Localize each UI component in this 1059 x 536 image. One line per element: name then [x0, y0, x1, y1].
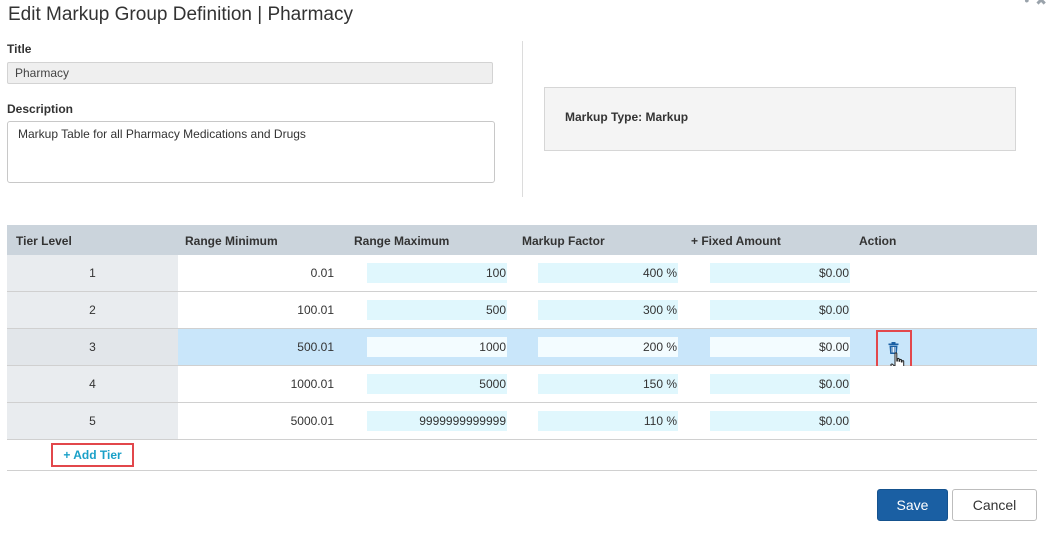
trash-icon[interactable] — [888, 342, 899, 354]
table-row[interactable]: 2 100.01 500 300 % $0.00 — [7, 292, 1037, 329]
column-header-action: Action — [859, 234, 897, 248]
range-maximum-input[interactable]: 1000 — [367, 337, 507, 357]
markup-factor-input[interactable]: 300 % — [538, 300, 678, 320]
tier-level-cell: 2 — [7, 292, 178, 328]
column-header-markup-factor[interactable]: Markup Factor — [522, 234, 605, 248]
tier-level-cell: 1 — [7, 255, 178, 291]
range-minimum-cell: 5000.01 — [290, 414, 334, 428]
column-header-range-maximum[interactable]: Range Maximum — [354, 234, 450, 248]
description-label: Description — [7, 102, 74, 116]
vertical-divider — [522, 41, 523, 197]
close-icon[interactable]: ✖ — [1035, 0, 1053, 8]
pin-icon[interactable]: • — [1024, 0, 1036, 8]
markup-type-panel: Markup Type: Markup — [544, 87, 1016, 151]
add-tier-row: + Add Tier — [7, 440, 1037, 471]
tier-grid: Tier Level Range Minimum Range Maximum M… — [7, 225, 1037, 471]
description-field[interactable]: Markup Table for all Pharmacy Medication… — [7, 121, 495, 183]
fixed-amount-input[interactable]: $0.00 — [710, 263, 850, 283]
range-minimum-cell: 500.01 — [297, 340, 334, 354]
range-minimum-cell: 0.01 — [310, 266, 334, 280]
table-row[interactable]: 4 1000.01 5000 150 % $0.00 — [7, 366, 1037, 403]
table-row[interactable]: 5 5000.01 9999999999999 110 % $0.00 — [7, 403, 1037, 440]
column-header-tier-level[interactable]: Tier Level — [16, 234, 72, 248]
markup-factor-input[interactable]: 200 % — [538, 337, 678, 357]
range-maximum-input[interactable]: 100 — [367, 263, 507, 283]
range-maximum-input[interactable]: 500 — [367, 300, 507, 320]
title-field[interactable]: Pharmacy — [7, 62, 493, 84]
title-label: Title — [7, 42, 32, 56]
tier-level-cell: 3 — [7, 329, 178, 365]
grid-header: Tier Level Range Minimum Range Maximum M… — [7, 225, 1037, 255]
table-row-selected[interactable]: 3 500.01 1000 200 % $0.00 — [7, 329, 1037, 384]
markup-factor-input[interactable]: 400 % — [538, 263, 678, 283]
table-row[interactable]: 1 0.01 100 400 % $0.00 — [7, 255, 1037, 292]
range-minimum-cell: 100.01 — [297, 303, 334, 317]
cancel-button[interactable]: Cancel — [952, 489, 1037, 521]
tier-level-cell: 4 — [7, 366, 178, 402]
range-minimum-cell: 1000.01 — [290, 377, 334, 391]
fixed-amount-input[interactable]: $0.00 — [710, 374, 850, 394]
markup-factor-input[interactable]: 110 % — [538, 411, 678, 431]
range-maximum-input[interactable]: 5000 — [367, 374, 507, 394]
markup-factor-input[interactable]: 150 % — [538, 374, 678, 394]
window-controls[interactable]: •✖ — [1024, 0, 1053, 9]
column-header-fixed-amount[interactable]: + Fixed Amount — [691, 234, 781, 248]
fixed-amount-input[interactable]: $0.00 — [710, 411, 850, 431]
save-button[interactable]: Save — [877, 489, 948, 521]
add-tier-button[interactable]: + Add Tier — [51, 443, 134, 467]
fixed-amount-input[interactable]: $0.00 — [710, 300, 850, 320]
dialog-title: Edit Markup Group Definition | Pharmacy — [8, 4, 353, 25]
tier-level-cell: 5 — [7, 403, 178, 439]
range-maximum-input[interactable]: 9999999999999 — [367, 411, 507, 431]
fixed-amount-input[interactable]: $0.00 — [710, 337, 850, 357]
column-header-range-minimum[interactable]: Range Minimum — [185, 234, 278, 248]
